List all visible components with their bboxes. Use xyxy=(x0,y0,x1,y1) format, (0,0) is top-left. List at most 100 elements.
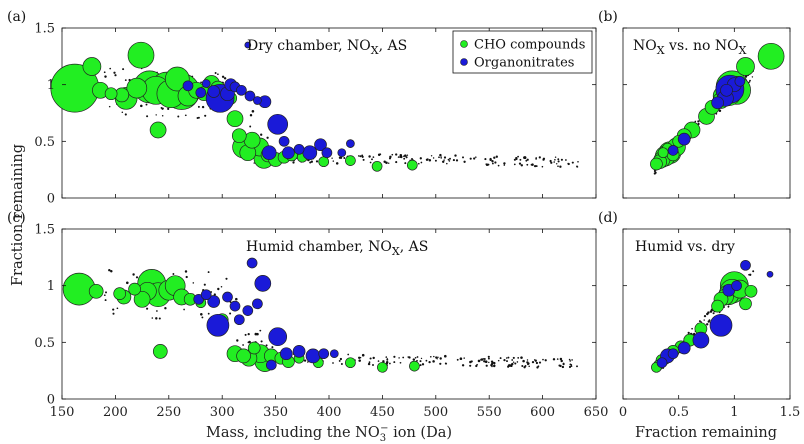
small-point xyxy=(503,162,506,165)
small-point xyxy=(332,362,334,364)
small-point xyxy=(428,360,431,364)
small-point xyxy=(749,273,752,276)
organonitrate-point xyxy=(261,145,277,161)
cho-point xyxy=(744,284,758,298)
small-point xyxy=(145,103,148,106)
small-point xyxy=(562,363,565,366)
organonitrate-point xyxy=(242,305,254,316)
small-point xyxy=(559,357,563,361)
small-point xyxy=(207,312,210,315)
small-point xyxy=(521,365,524,367)
small-point xyxy=(487,357,490,360)
small-point xyxy=(303,359,307,362)
organonitrate-point xyxy=(182,80,194,92)
small-point xyxy=(116,307,119,310)
small-point xyxy=(534,359,537,362)
small-point xyxy=(527,363,529,366)
x-tick-label: 1 xyxy=(730,405,738,420)
small-point xyxy=(259,329,262,332)
small-point xyxy=(511,359,514,361)
small-point xyxy=(569,360,572,362)
small-point xyxy=(443,156,447,159)
small-point xyxy=(493,364,496,367)
cho-point xyxy=(82,57,102,76)
y-axis-label: Fraction remaining xyxy=(10,144,26,286)
small-point xyxy=(292,161,295,164)
small-point xyxy=(249,125,252,128)
small-point xyxy=(340,363,343,365)
organonitrate-point xyxy=(244,41,252,49)
small-point xyxy=(432,360,435,363)
small-point xyxy=(484,360,488,363)
small-point xyxy=(552,358,556,361)
small-point xyxy=(694,120,697,123)
small-point xyxy=(559,165,562,168)
small-point xyxy=(220,286,223,288)
small-point xyxy=(544,359,547,362)
cho-point xyxy=(345,155,356,166)
small-point xyxy=(456,358,459,361)
small-point xyxy=(553,161,556,163)
small-point xyxy=(571,161,574,164)
cho-point xyxy=(226,110,244,128)
small-point xyxy=(124,79,127,81)
panel-d-frame xyxy=(622,228,791,400)
small-point xyxy=(393,355,396,358)
small-point xyxy=(201,316,204,319)
small-point xyxy=(528,365,530,367)
small-point xyxy=(439,357,442,360)
y-tick-label: 0.5 xyxy=(34,135,55,150)
small-point xyxy=(491,365,493,368)
small-point xyxy=(491,160,494,163)
small-point xyxy=(184,270,188,273)
small-point xyxy=(161,115,164,117)
small-point xyxy=(533,164,537,168)
small-point xyxy=(513,163,516,166)
cho-point xyxy=(149,121,167,139)
small-point xyxy=(430,155,433,157)
small-point xyxy=(436,358,438,360)
small-point xyxy=(413,358,415,361)
organonitrate-point xyxy=(314,138,327,152)
small-point xyxy=(526,361,529,364)
small-point xyxy=(254,332,258,336)
small-point xyxy=(435,356,438,359)
small-point xyxy=(490,362,494,366)
small-point xyxy=(449,157,451,160)
small-point xyxy=(221,75,225,78)
small-point xyxy=(526,359,529,361)
small-point xyxy=(433,355,435,358)
x-tick-label: 600 xyxy=(530,405,555,420)
organonitrate-point xyxy=(321,147,333,159)
small-point xyxy=(156,310,158,312)
small-point xyxy=(507,365,510,368)
small-point xyxy=(339,357,343,361)
small-point xyxy=(463,160,466,163)
small-point xyxy=(752,270,755,273)
small-point xyxy=(499,357,502,360)
small-point xyxy=(570,365,573,367)
small-point xyxy=(439,362,442,365)
legend-label-cho: CHO compounds xyxy=(474,38,585,53)
small-point xyxy=(520,164,523,167)
small-point xyxy=(434,159,437,162)
small-point xyxy=(490,360,494,363)
organonitrate-point xyxy=(709,313,733,337)
small-point xyxy=(200,81,202,84)
small-point xyxy=(557,158,560,161)
small-point xyxy=(446,162,448,165)
small-point xyxy=(113,71,116,74)
small-point xyxy=(110,270,113,273)
small-point xyxy=(461,364,465,367)
organonitrate-point xyxy=(252,298,263,310)
cho-point xyxy=(409,360,420,372)
small-point xyxy=(406,154,409,156)
small-point xyxy=(536,366,539,369)
small-point xyxy=(523,156,527,160)
small-point xyxy=(249,114,253,117)
organonitrate-point xyxy=(740,259,751,271)
cho-point xyxy=(126,77,148,99)
small-point xyxy=(748,81,751,83)
small-point xyxy=(386,358,389,360)
small-point xyxy=(693,332,696,335)
